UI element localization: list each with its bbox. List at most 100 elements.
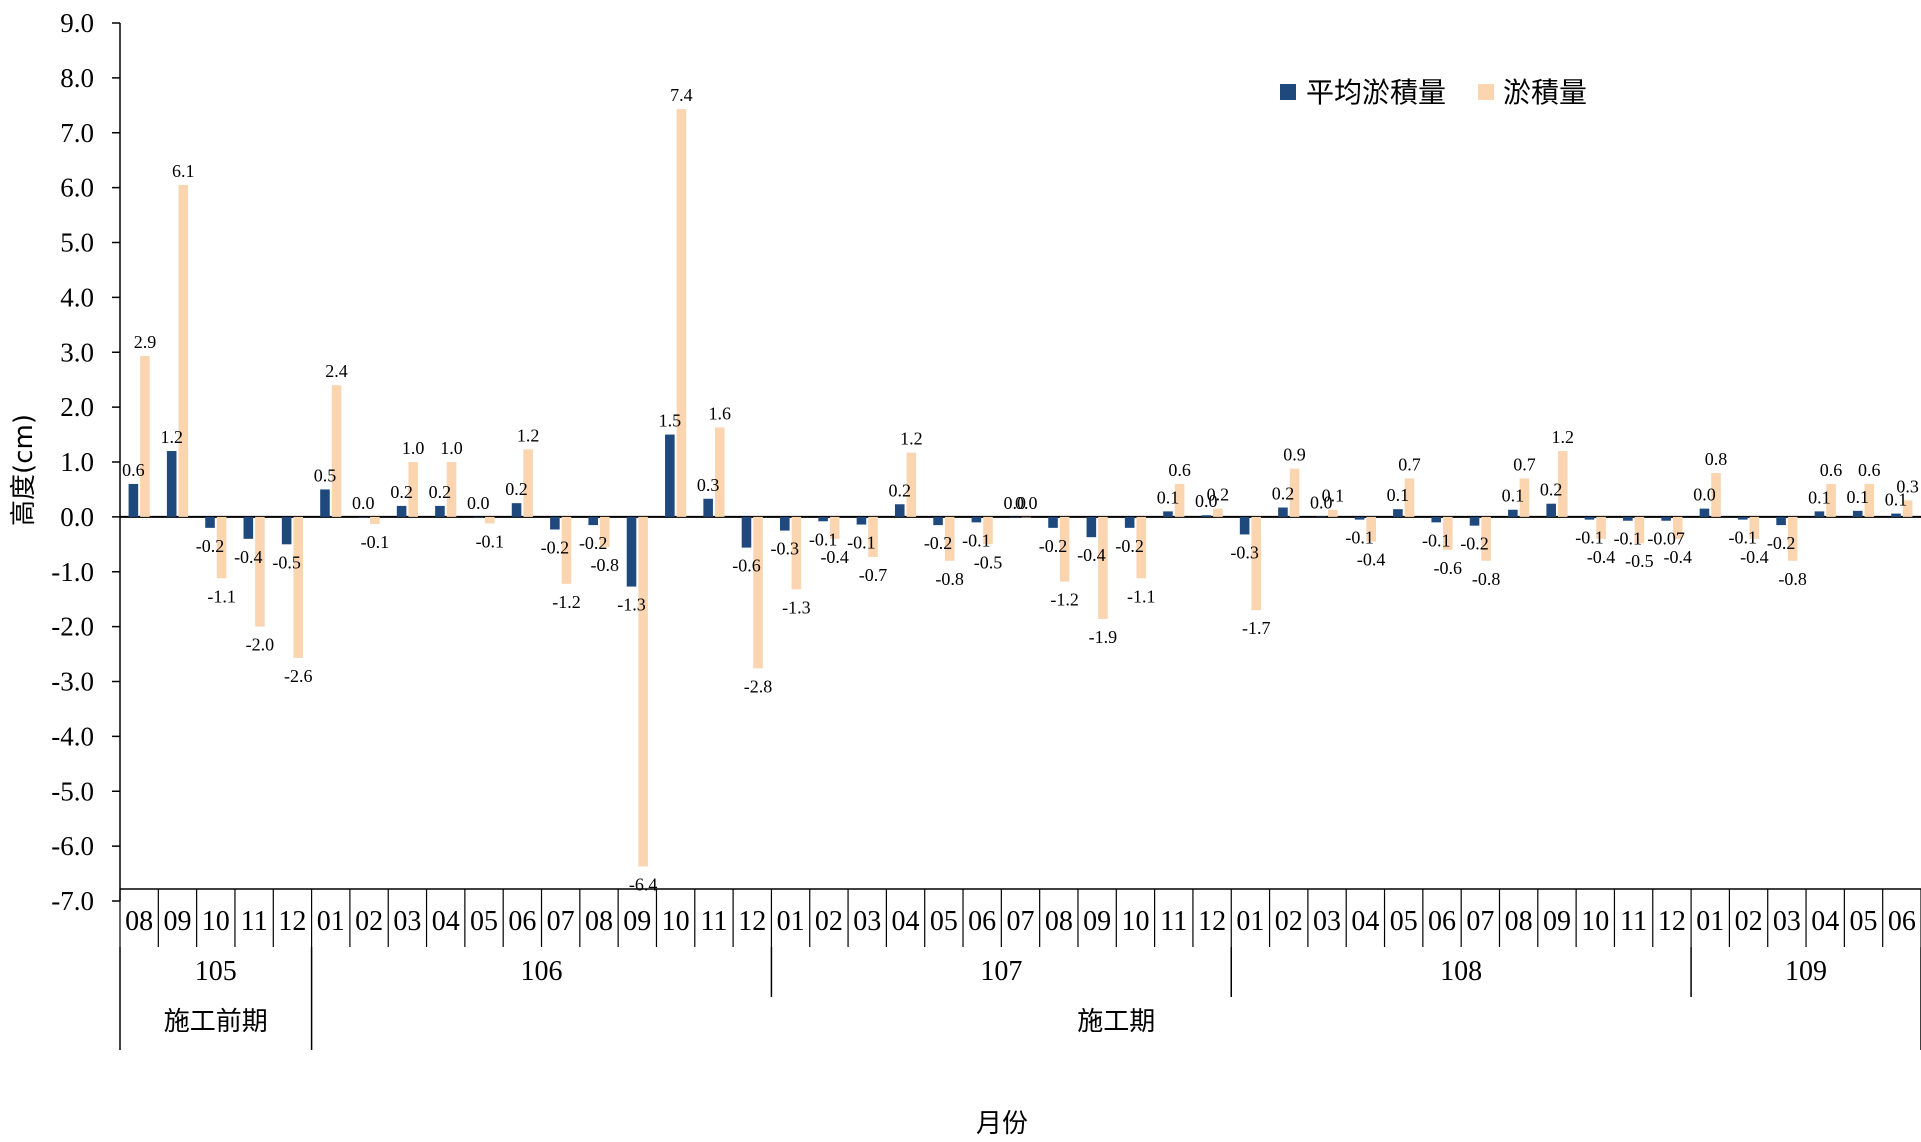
bar-deposition (1136, 516, 1147, 579)
bar-avg (396, 505, 407, 517)
bar-deposition (1864, 483, 1875, 517)
bar-deposition (408, 462, 418, 517)
data-label-deposition: 0.7 (1398, 454, 1421, 474)
bar-deposition (331, 385, 342, 517)
data-label-deposition: 0.3 (1896, 476, 1919, 496)
bar-deposition (714, 427, 725, 517)
bar-avg (818, 516, 828, 522)
month-tick-label: 10 (1581, 906, 1609, 937)
bar-deposition (791, 516, 802, 590)
period-label: 施工前期 (164, 1007, 268, 1037)
month-tick-label: 06 (1428, 906, 1456, 937)
bar-avg (550, 516, 560, 530)
month-tick-label: 11 (1160, 906, 1187, 937)
bar-avg (933, 516, 943, 526)
month-tick-label: 08 (1505, 906, 1533, 937)
data-label-avg: -0.2 (1039, 536, 1068, 556)
data-label-avg: -0.1 (1422, 530, 1451, 550)
y-tick-label: -4.0 (51, 721, 94, 751)
bar-avg (1316, 516, 1327, 517)
bar-avg (1278, 507, 1288, 517)
data-label-deposition: -1.7 (1242, 618, 1271, 638)
bar-deposition (676, 109, 687, 517)
data-label-deposition: -0.1 (476, 531, 505, 551)
data-label-deposition: -0.1 (361, 532, 390, 552)
data-label-deposition: 0.1 (1322, 486, 1345, 506)
bar-deposition (1596, 516, 1606, 539)
data-label-avg: -0.2 (196, 536, 225, 556)
month-tick-label: 06 (1888, 906, 1916, 937)
y-tick-label: 4.0 (60, 282, 94, 312)
data-label-deposition: 1.2 (517, 425, 540, 445)
data-label-deposition: 1.6 (708, 403, 731, 423)
bar-deposition (1672, 516, 1683, 539)
data-label-deposition: -0.4 (1663, 547, 1692, 567)
bar-deposition (1098, 516, 1108, 619)
bar-avg (128, 483, 139, 517)
bar-avg (588, 516, 598, 526)
bar-deposition (1174, 483, 1185, 517)
bar-deposition (638, 516, 648, 867)
bar-deposition (1481, 516, 1491, 561)
month-tick-label: 05 (930, 906, 958, 937)
bar-deposition (1711, 472, 1721, 517)
data-label-avg: -0.1 (847, 533, 876, 553)
data-label-avg: -0.5 (272, 552, 301, 572)
month-tick-label: 04 (1811, 906, 1839, 937)
year-label: 106 (521, 956, 563, 987)
data-label-deposition: -1.2 (552, 592, 581, 612)
y-tick-label: -7.0 (51, 886, 94, 916)
y-tick-label: -6.0 (51, 831, 94, 861)
data-label-deposition: 1.2 (1552, 427, 1575, 447)
data-label-avg: -0.1 (1345, 528, 1374, 548)
bar-deposition (1059, 516, 1070, 582)
bar-deposition (1251, 516, 1261, 611)
bar-avg (1661, 516, 1671, 521)
month-tick-label: 01 (1696, 906, 1724, 937)
data-label-deposition: -0.8 (1472, 569, 1501, 589)
month-tick-label: 08 (1045, 906, 1073, 937)
y-tick-label: -3.0 (51, 667, 94, 697)
data-label-avg: 0.2 (1272, 484, 1295, 504)
data-label-avg: 0.0 (1310, 492, 1333, 512)
month-tick-label: 03 (393, 906, 421, 937)
data-label-deposition: 0.6 (1168, 460, 1191, 480)
bar-deposition (1557, 451, 1568, 517)
year-label: 107 (980, 956, 1022, 987)
data-label-avg: 0.1 (1387, 485, 1410, 505)
bar-avg (320, 489, 330, 517)
data-label-avg: -0.2 (1115, 536, 1144, 556)
data-label-avg: -0.07 (1647, 529, 1685, 549)
data-label-deposition: 1.0 (440, 438, 463, 458)
data-label-avg: 0.2 (505, 479, 528, 499)
axis-layer: 9.0 8.0 7.0 6.0 5.0 4.0 3.0 2.0 1.0 0.0 -1.0 -2.0 -3… (51, 8, 1921, 916)
y-tick-label: -1.0 (51, 557, 94, 587)
y-tick-label: 6.0 (60, 173, 94, 203)
data-label-avg: -0.1 (809, 529, 838, 549)
data-label-deposition: -0.4 (1587, 547, 1616, 567)
data-label-avg: -1.3 (617, 595, 646, 615)
bar-avg (971, 516, 982, 523)
month-tick-label: 10 (202, 906, 230, 937)
month-tick-label: 12 (278, 906, 306, 937)
bar-avg (703, 498, 713, 517)
data-label-avg: 1.2 (160, 427, 183, 447)
month-tick-label: 08 (585, 906, 613, 937)
bar-avg (1891, 513, 1901, 517)
bar-deposition (1404, 478, 1415, 517)
year-label: 108 (1440, 956, 1482, 987)
month-tick-label: 10 (1121, 906, 1149, 937)
bar-avg (894, 504, 905, 517)
y-axis-title: 高度(cm) (9, 414, 39, 526)
month-tick-label: 05 (470, 906, 498, 937)
bar-deposition (370, 516, 380, 525)
bar-deposition (1902, 500, 1913, 517)
bar-avg (1201, 515, 1212, 517)
data-label-deposition: -1.3 (782, 597, 811, 617)
month-tick-label: 11 (1620, 906, 1647, 937)
bar-avg (626, 516, 637, 587)
bar-deposition (293, 516, 304, 658)
month-tick-label: 12 (1198, 906, 1226, 937)
bar-avg (1623, 516, 1633, 521)
